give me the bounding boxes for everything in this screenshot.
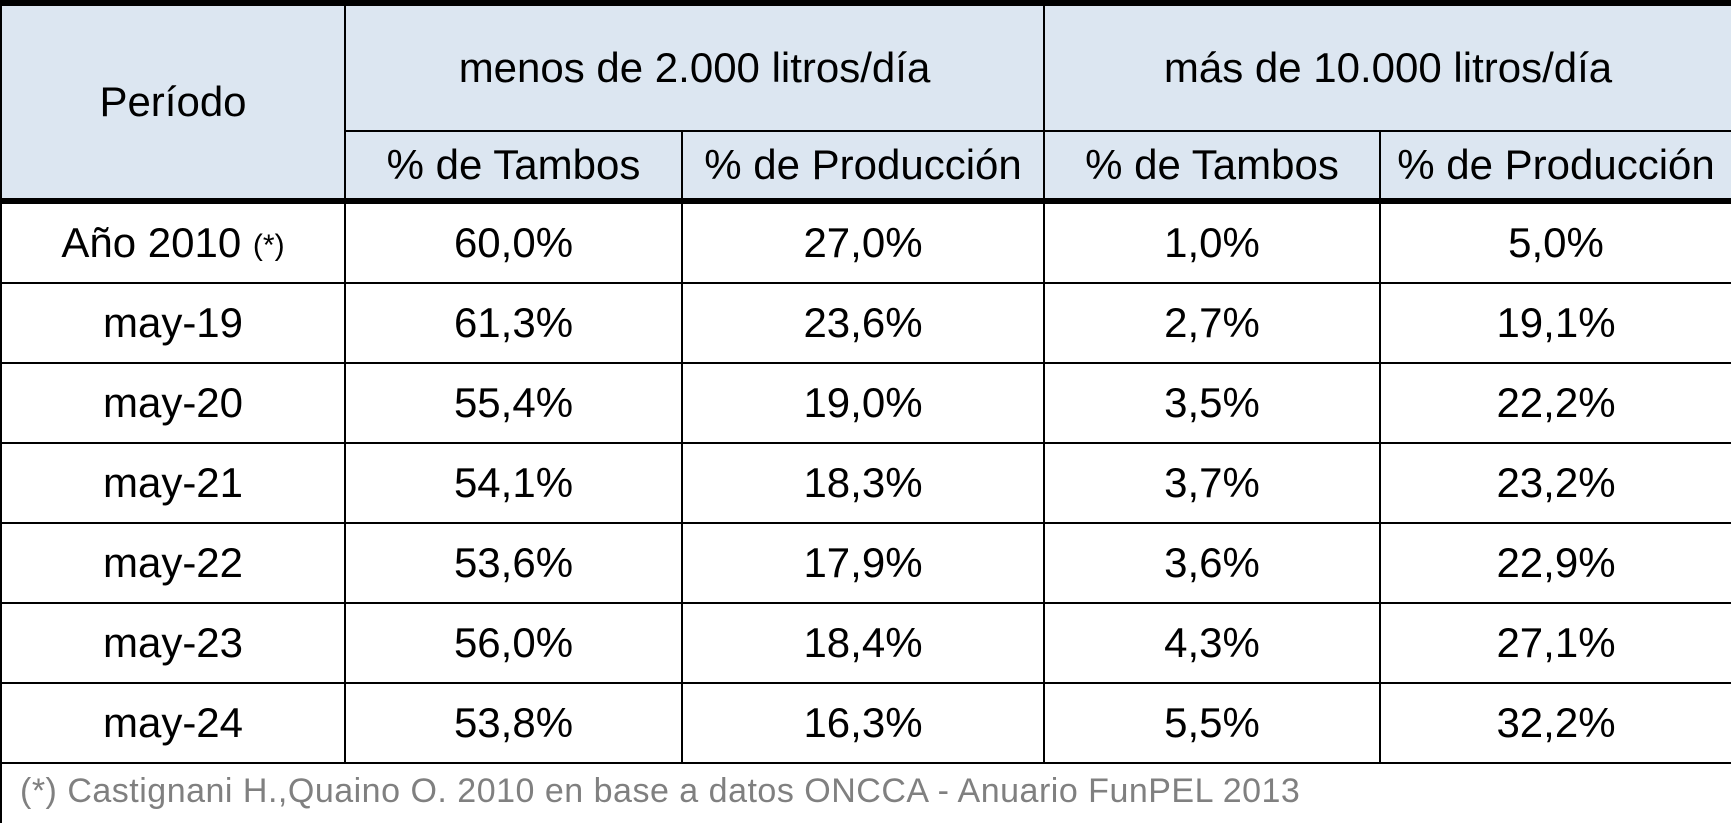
period-cell: may-19 bbox=[0, 282, 346, 364]
value-cell: 3,7% bbox=[1043, 442, 1381, 524]
period-cell: may-20 bbox=[0, 362, 346, 444]
group-header-large: más de 10.000 litros/día bbox=[1042, 0, 1731, 132]
value-cell: 54,1% bbox=[344, 442, 683, 524]
table-row: may-21 54,1% 18,3% 3,7% 23,2% bbox=[0, 442, 1731, 524]
value-cell: 23,6% bbox=[681, 282, 1045, 364]
table-row: may-22 53,6% 17,9% 3,6% 22,9% bbox=[0, 522, 1731, 604]
value-cell: 16,3% bbox=[681, 682, 1045, 764]
value-cell: 27,0% bbox=[681, 200, 1045, 284]
period-cell: Año 2010 (*) bbox=[0, 200, 346, 284]
value-cell: 53,8% bbox=[344, 682, 683, 764]
footnote: (*) Castignani H.,Quaino O. 2010 en base… bbox=[20, 772, 1301, 810]
value-cell: 18,3% bbox=[681, 442, 1045, 524]
value-cell: 55,4% bbox=[344, 362, 683, 444]
value-cell: 19,0% bbox=[681, 362, 1045, 444]
table-row: may-20 55,4% 19,0% 3,5% 22,2% bbox=[0, 362, 1731, 444]
value-cell: 18,4% bbox=[681, 602, 1045, 684]
subheader-tambos-small: % de Tambos bbox=[344, 130, 683, 204]
value-cell: 22,2% bbox=[1378, 362, 1731, 444]
value-cell: 19,1% bbox=[1378, 282, 1731, 364]
value-cell: 4,3% bbox=[1043, 602, 1381, 684]
value-cell: 27,1% bbox=[1378, 602, 1731, 684]
value-cell: 17,9% bbox=[681, 522, 1045, 604]
value-cell: 32,2% bbox=[1378, 682, 1731, 764]
data-table: Período menos de 2.000 litros/día más de… bbox=[0, 0, 1731, 764]
value-cell: 61,3% bbox=[344, 282, 683, 364]
value-cell: 56,0% bbox=[344, 602, 683, 684]
value-cell: 60,0% bbox=[344, 200, 683, 284]
period-cell: may-24 bbox=[0, 682, 346, 764]
table-row: may-23 56,0% 18,4% 4,3% 27,1% bbox=[0, 602, 1731, 684]
value-cell: 1,0% bbox=[1043, 200, 1381, 284]
value-cell: 5,0% bbox=[1378, 200, 1731, 284]
subheader-tambos-large: % de Tambos bbox=[1043, 130, 1381, 204]
value-cell: 22,9% bbox=[1378, 522, 1731, 604]
value-cell: 53,6% bbox=[344, 522, 683, 604]
subheader-produccion-large: % de Producción bbox=[1378, 130, 1731, 204]
header-sub-row: % de Tambos % de Producción % de Tambos … bbox=[1, 130, 1731, 204]
value-cell: 5,5% bbox=[1043, 682, 1381, 764]
period-cell: may-23 bbox=[0, 602, 346, 684]
period-cell: may-21 bbox=[0, 442, 346, 524]
table-row: Año 2010 (*) 60,0% 27,0% 1,0% 5,0% bbox=[0, 200, 1731, 284]
value-cell: 3,6% bbox=[1043, 522, 1381, 604]
period-cell: may-22 bbox=[0, 522, 346, 604]
period-header: Período bbox=[0, 0, 346, 204]
header-group-row: Período menos de 2.000 litros/día más de… bbox=[0, 0, 1731, 204]
value-cell: 23,2% bbox=[1378, 442, 1731, 524]
period-label: Año 2010 bbox=[61, 219, 242, 266]
subheader-produccion-small: % de Producción bbox=[681, 130, 1045, 204]
table-row: may-24 53,8% 16,3% 5,5% 32,2% bbox=[0, 682, 1731, 764]
footnote-frame bbox=[0, 760, 1731, 823]
value-cell: 2,7% bbox=[1043, 282, 1381, 364]
note-mark: (*) bbox=[252, 228, 285, 262]
value-cell: 3,5% bbox=[1043, 362, 1381, 444]
table-row: may-19 61,3% 23,6% 2,7% 19,1% bbox=[0, 282, 1731, 364]
group-header-small: menos de 2.000 litros/día bbox=[344, 0, 1045, 132]
